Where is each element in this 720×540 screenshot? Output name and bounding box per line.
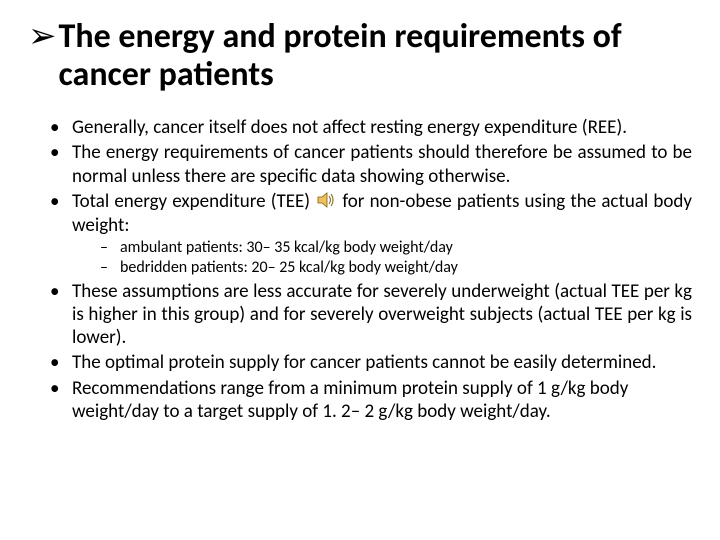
wave-2 — [331, 194, 333, 206]
sub-bullet-item: bedridden patients: 20– 25 kcal/kg body … — [72, 258, 692, 278]
speaker-shape — [318, 193, 327, 207]
bullet-item: The energy requirements of cancer patien… — [42, 141, 692, 187]
bullet-text: The energy requirements of cancer patien… — [72, 141, 692, 187]
bullet-text: Generally, cancer itself does not affect… — [72, 116, 627, 139]
bullet-text: Total energy expenditure (TEE) — [72, 190, 310, 213]
sub-bullet-text: bedridden patients: 20– 25 kcal/kg body … — [120, 258, 458, 277]
bullet-item: Recommendations range from a minimum pro… — [42, 377, 692, 423]
bullet-text: These assumptions are less accurate for … — [72, 280, 692, 349]
slide-title: The energy and protein requirements of c… — [59, 18, 693, 94]
bullet-item: The optimal protein supply for cancer pa… — [42, 351, 692, 374]
sub-bullet-list: ambulant patients: 30– 35 kcal/kg body w… — [72, 238, 692, 278]
sub-bullet-text: ambulant patients: 30– 35 kcal/kg body w… — [120, 238, 453, 257]
slide: ➢ The energy and protein requirements of… — [0, 0, 720, 540]
title-row: ➢ The energy and protein requirements of… — [28, 18, 692, 94]
slide-body: Generally, cancer itself does not affect… — [28, 116, 692, 423]
bullet-item: Generally, cancer itself does not affect… — [42, 116, 692, 139]
bullet-text: Recommendations range from a minimum pro… — [72, 377, 628, 423]
bullet-list: Generally, cancer itself does not affect… — [42, 116, 692, 423]
bullet-item: Total energy expenditure (TEE) for non-o… — [42, 190, 692, 278]
wave-1 — [329, 196, 331, 204]
arrow-bullet-icon: ➢ — [28, 18, 57, 55]
bullet-item: These assumptions are less accurate for … — [42, 280, 692, 350]
bullet-text: The optimal protein supply for cancer pa… — [72, 351, 656, 374]
sound-icon — [317, 191, 335, 214]
sub-bullet-item: ambulant patients: 30– 35 kcal/kg body w… — [72, 238, 692, 258]
